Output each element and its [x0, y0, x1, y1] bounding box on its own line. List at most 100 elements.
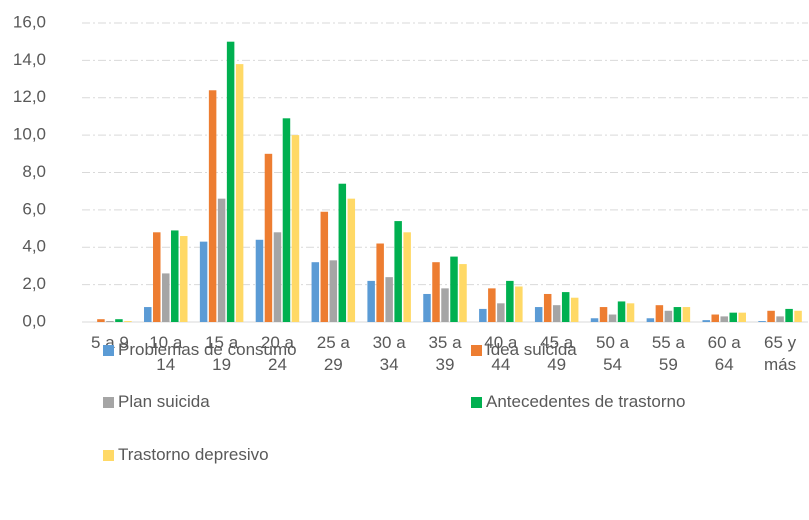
legend-swatch	[103, 449, 114, 461]
bar	[479, 308, 487, 322]
bar	[534, 307, 543, 322]
y-tick-label: 8,0	[22, 162, 46, 181]
legend-item: Trastorno depresivo	[103, 444, 269, 466]
bar	[97, 319, 105, 322]
bar	[291, 135, 300, 322]
bar	[367, 280, 375, 322]
legend-label: Problemas de consumo	[118, 340, 297, 359]
bar	[106, 321, 114, 322]
bar	[226, 41, 235, 322]
y-tick-label: 4,0	[22, 237, 46, 256]
bar	[235, 64, 244, 323]
bar	[497, 303, 505, 322]
bar	[738, 312, 746, 322]
bar	[153, 232, 161, 322]
bar	[758, 321, 766, 322]
legend-label: Idea suicida	[486, 340, 577, 359]
bar	[682, 307, 691, 322]
bar	[124, 321, 132, 322]
bar	[320, 211, 329, 322]
bar	[199, 241, 208, 322]
bar	[394, 221, 402, 322]
bar	[171, 230, 179, 322]
x-tick-label: 50 a 54	[595, 333, 630, 374]
x-tick-label: 60 a 64	[707, 333, 741, 374]
bar	[347, 198, 356, 322]
bar	[711, 314, 719, 322]
bar	[599, 307, 608, 322]
bar	[664, 310, 673, 322]
legend-item: Plan suicida	[103, 391, 210, 413]
bar	[702, 320, 710, 322]
y-tick-label: 14,0	[13, 50, 46, 69]
bar	[180, 236, 188, 322]
bar	[376, 243, 384, 322]
x-tick-label: 55 a 59	[651, 333, 685, 374]
x-tick-label: 30 a 34	[372, 333, 406, 374]
bar	[785, 308, 793, 322]
bar	[459, 264, 467, 322]
x-tick-label: 45 a 49	[540, 333, 574, 374]
bar	[608, 314, 617, 322]
bar	[561, 292, 570, 322]
legend-label: Plan suicida	[118, 392, 210, 411]
bar	[673, 307, 682, 322]
legend-swatch	[471, 344, 482, 356]
legend-label: Trastorno depresivo	[118, 445, 269, 464]
x-tick-label: 5 a 9	[91, 333, 129, 352]
bar	[729, 312, 737, 322]
x-tick-label: 35 a 39	[428, 333, 462, 374]
bar	[794, 310, 802, 322]
bar	[329, 260, 338, 322]
legend-swatch	[103, 396, 114, 408]
bar	[208, 90, 217, 323]
bar	[217, 198, 226, 322]
bar	[590, 318, 599, 322]
bar	[720, 316, 728, 322]
legend-label: Antecedentes de trastorno	[486, 392, 686, 411]
legend-swatch	[103, 344, 114, 356]
y-tick-label: 0,0	[22, 311, 46, 330]
bar	[403, 232, 411, 322]
y-tick-label: 6,0	[22, 199, 46, 218]
x-tick-label: 40 a 44	[484, 333, 518, 374]
bar	[115, 319, 123, 322]
x-tick-label: 65 y más	[763, 333, 797, 374]
bar	[162, 273, 170, 322]
bar	[646, 318, 655, 322]
bar	[385, 277, 393, 322]
legend-swatch	[471, 396, 482, 408]
bar	[264, 153, 273, 322]
bar	[311, 262, 320, 322]
legend-item: Idea suicida	[471, 339, 577, 361]
y-tick-label: 16,0	[13, 12, 46, 31]
bar	[543, 293, 552, 322]
bar	[282, 118, 291, 323]
bar	[423, 293, 431, 322]
x-tick-label: 10 a 14	[149, 333, 183, 374]
legend-item: Problemas de consumo	[103, 339, 297, 361]
x-tick-label: 15 a 19	[205, 333, 239, 374]
bar	[552, 305, 561, 322]
y-tick-label: 2,0	[22, 274, 46, 293]
bar	[338, 183, 347, 322]
y-tick-label: 12,0	[13, 87, 46, 106]
bar	[255, 239, 264, 322]
bar	[570, 297, 579, 322]
bar	[144, 307, 152, 322]
x-tick-label: 20 a 24	[260, 333, 294, 374]
bar	[506, 280, 514, 322]
bar	[626, 303, 635, 322]
bar	[767, 310, 775, 322]
legend-item: Antecedentes de trastorno	[471, 391, 685, 413]
bar	[450, 256, 458, 322]
bar	[488, 288, 496, 322]
bar	[432, 262, 440, 322]
y-tick-label: 10,0	[13, 125, 46, 144]
bar	[776, 316, 784, 322]
bar	[655, 305, 664, 322]
bar	[515, 286, 523, 322]
bar	[617, 301, 626, 322]
